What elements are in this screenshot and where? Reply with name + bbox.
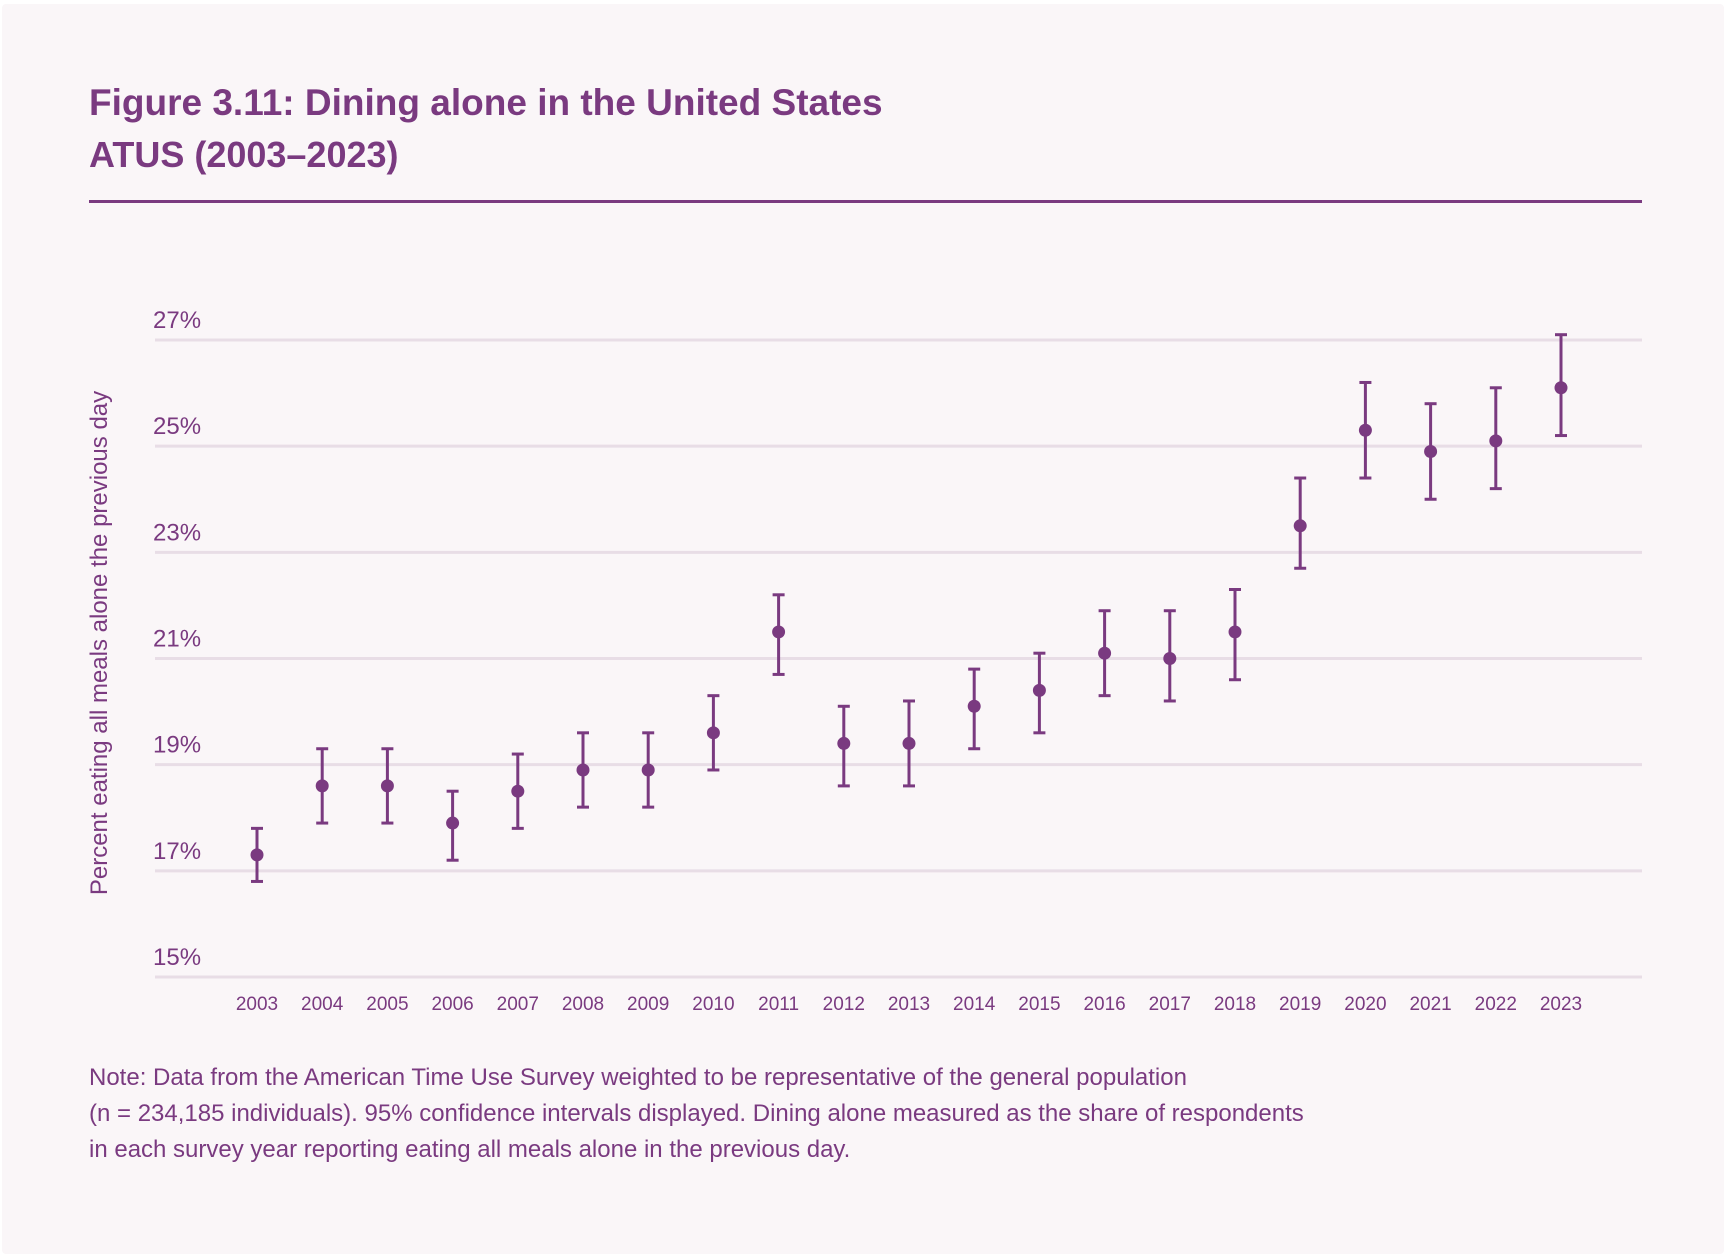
y-tick-label: 15% [153,944,201,971]
x-tick-label: 2019 [1279,994,1321,1015]
x-tick-label: 2010 [692,994,734,1015]
y-tick-label: 17% [153,838,201,865]
data-point-2008 [576,731,590,809]
point-marker [1163,652,1177,665]
x-tick-label: 2005 [366,994,408,1015]
x-tick-label: 2008 [562,994,604,1015]
x-tick-label: 2021 [1409,994,1451,1015]
point-marker [1098,646,1112,660]
note-line-1: Note: Data from the American Time Use Su… [89,1064,1187,1091]
point-marker [837,736,851,750]
x-tick-label: 2014 [953,994,996,1015]
x-tick-label: 2017 [1149,994,1191,1015]
data-point-2016 [1098,609,1112,698]
x-tick-label: 2006 [431,994,473,1015]
data-point-2011 [772,593,786,676]
point-marker [772,625,786,639]
data-point-2005 [380,747,394,825]
data-point-2013 [902,699,916,788]
x-tick-label: 2007 [497,994,539,1015]
point-marker [511,784,525,798]
point-marker [641,763,655,777]
point-marker [1293,519,1307,533]
point-marker [315,779,329,793]
point-marker [1228,625,1242,639]
x-tick-label: 2012 [823,994,865,1015]
x-tick-label: 2009 [627,994,669,1015]
x-tick-label: 2015 [1018,994,1060,1015]
data-point-2017 [1163,609,1177,703]
point-marker [446,816,460,830]
figure-subtitle: ATUS (2003–2023) [89,134,399,175]
data-point-2019 [1293,476,1307,570]
x-tick-label: 2004 [301,994,344,1015]
x-tick-label: 2003 [236,994,278,1015]
point-marker [1424,444,1438,458]
data-point-2007 [511,752,525,830]
x-tick-label: 2023 [1540,994,1582,1015]
x-tick-label: 2020 [1344,994,1386,1015]
y-tick-label: 25% [153,413,201,440]
data-point-2010 [706,694,720,772]
point-marker [250,848,264,862]
x-tick-label: 2022 [1475,994,1517,1015]
data-point-2015 [1032,651,1046,735]
data-point-2012 [837,704,851,788]
data-point-2003 [250,826,264,883]
note-line-2: (n = 234,185 individuals). 95% confidenc… [89,1100,1304,1127]
data-point-2018 [1228,587,1242,682]
x-tick-label: 2013 [888,994,930,1015]
point-marker [1489,434,1503,448]
note-line-3: in each survey year reporting eating all… [89,1136,851,1163]
data-point-2006 [446,789,460,862]
data-point-2020 [1358,380,1372,480]
y-axis-ticks: 15% 17% 19% 21% 23% 25% 27% [153,307,201,971]
gridlines [155,338,1642,979]
point-marker [380,779,394,793]
data-point-2023 [1554,333,1568,438]
data-points [250,333,1568,883]
y-axis-label: Percent eating all meals alone the previ… [86,390,113,896]
y-tick-label: 27% [153,307,201,334]
x-axis-ticks: 2003 2004 2005 2006 2007 2008 2009 2010 2011 2012… [236,994,1582,1015]
point-marker [1358,423,1372,437]
point-marker [706,726,720,740]
data-point-2021 [1424,402,1438,501]
point-marker [967,699,981,713]
figure-note: Note: Data from the American Time Use Su… [89,1060,1649,1168]
data-point-2022 [1489,386,1503,491]
y-tick-label: 19% [153,732,201,759]
point-marker [902,736,916,750]
point-marker [1032,683,1046,697]
data-point-2004 [315,747,329,825]
title-divider [89,200,1642,203]
data-point-2014 [967,667,981,751]
x-tick-label: 2011 [758,994,799,1015]
x-tick-label: 2016 [1083,994,1125,1015]
y-tick-label: 21% [153,626,201,653]
figure-card [2,4,1724,1254]
point-marker [1554,381,1568,395]
figure-title: Figure 3.11: Dining alone in the United … [89,82,883,123]
point-marker [576,763,590,777]
x-tick-label: 2018 [1214,994,1256,1015]
y-tick-label: 23% [153,519,201,546]
data-point-2009 [641,731,655,809]
